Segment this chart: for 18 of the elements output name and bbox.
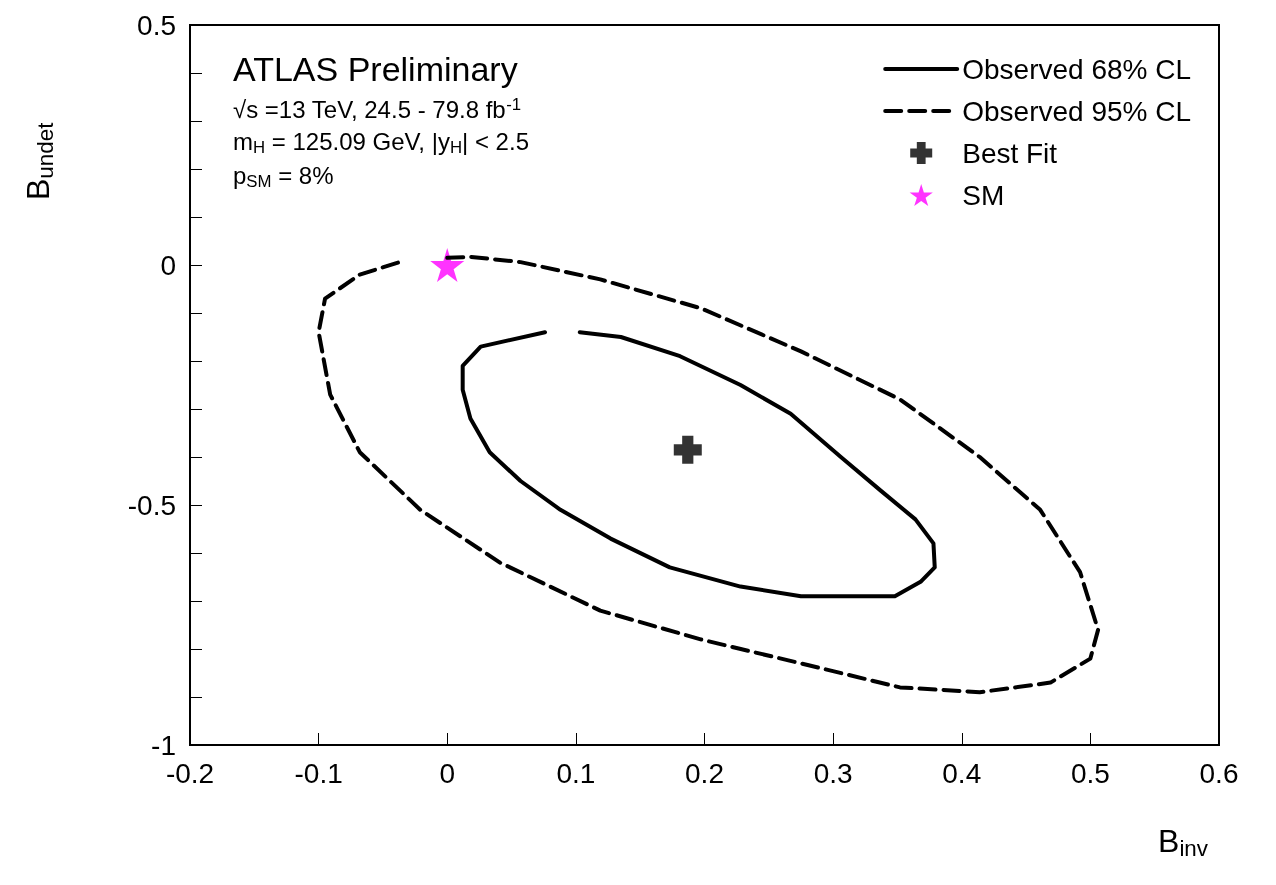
x-tick-label: 0.6	[1199, 757, 1239, 789]
x-tick-label: 0.4	[942, 757, 982, 789]
legend-label: SM	[962, 179, 1005, 211]
legend-label: Observed 95% CL	[962, 95, 1192, 127]
y-axis-title: Bundet	[20, 121, 58, 200]
y-tick-label: 0	[160, 249, 176, 281]
legend-label: Observed 68% CL	[962, 53, 1192, 85]
x-tick-label: 0.2	[685, 757, 724, 789]
x-tick-label: 0	[439, 757, 456, 789]
annotation: ATLAS Preliminary	[233, 50, 518, 88]
x-tick-label: -0.1	[294, 757, 343, 789]
line-series	[460, 330, 937, 599]
x-tick-label: 0.5	[1070, 757, 1110, 789]
x-tick-label: 0.1	[556, 757, 596, 789]
y-tick-label: 0.5	[137, 9, 176, 41]
y-tick-label: -0.5	[127, 489, 176, 521]
legend-label: Best Fit	[962, 137, 1058, 169]
x-tick-label: 0.3	[813, 757, 853, 789]
